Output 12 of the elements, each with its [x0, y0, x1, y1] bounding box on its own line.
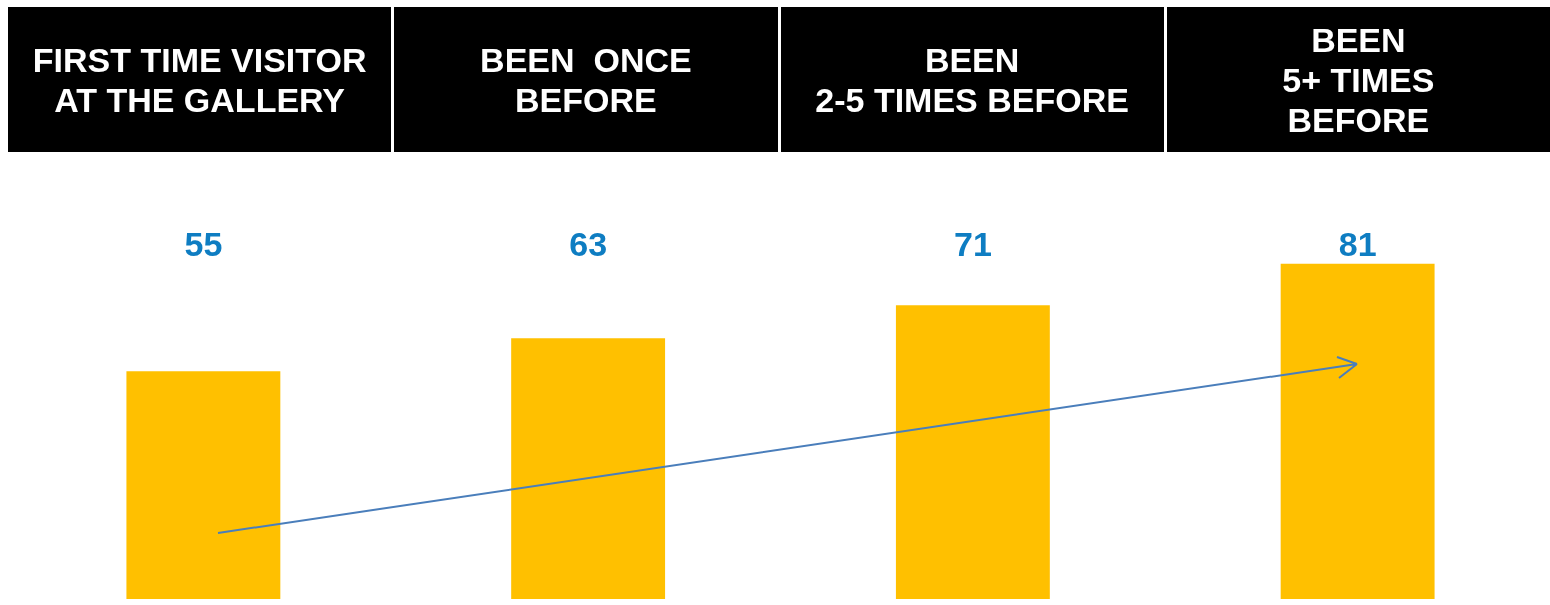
x-tick-label: FIRST TIME VISITOR AT THE GALLERY [8, 7, 392, 152]
bar [511, 338, 666, 599]
data-label: 63 [569, 225, 608, 264]
data-label: 55 [184, 225, 223, 264]
x-tick-label: BEEN 5+ TIMES BEFORE [1166, 7, 1550, 152]
bar [1280, 263, 1435, 599]
data-label: 81 [1338, 225, 1377, 264]
x-tick-label: BEEN ONCE BEFORE [394, 7, 778, 152]
bar [895, 305, 1050, 599]
x-tick-label: BEEN 2-5 TIMES BEFORE [780, 7, 1164, 152]
bar [126, 371, 281, 599]
data-label: 71 [953, 225, 992, 264]
